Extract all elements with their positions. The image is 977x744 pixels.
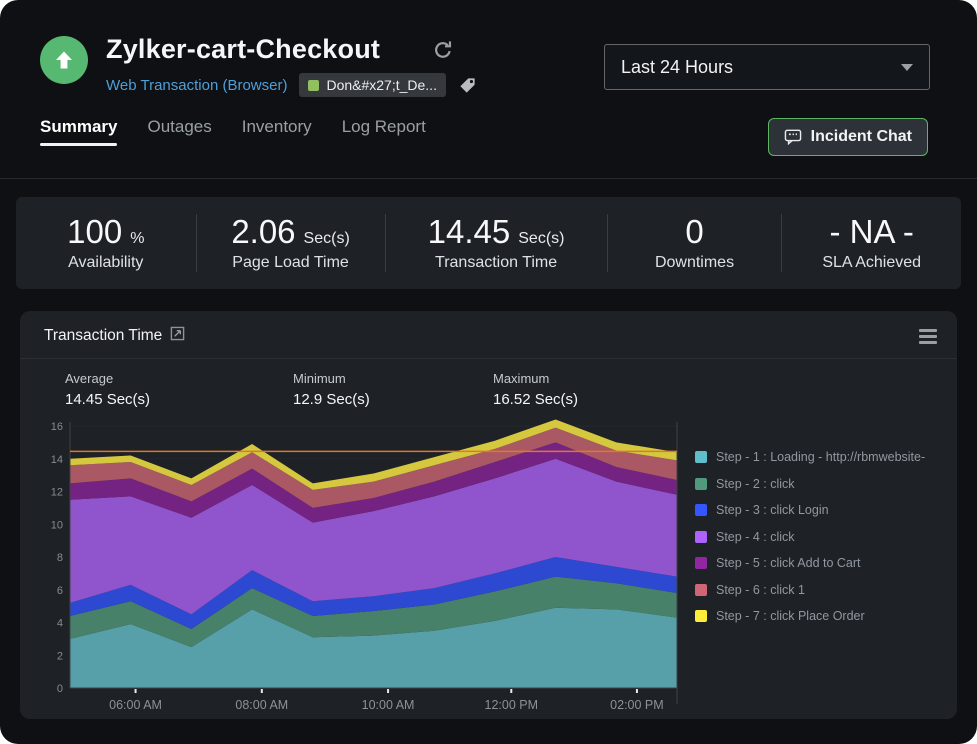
stat-label: Availability — [68, 254, 143, 272]
summary-value: 14.45 Sec(s) — [65, 391, 293, 408]
svg-text:16: 16 — [51, 421, 63, 433]
svg-text:10: 10 — [51, 519, 63, 531]
time-range-value: Last 24 Hours — [621, 57, 901, 78]
tag-icon[interactable] — [458, 76, 477, 95]
chart-legend: Step - 1 : Loading - http://rbmwebsite- S… — [685, 416, 947, 716]
stat-page-load-time: 2.06 Sec(s) Page Load Time — [196, 214, 385, 272]
svg-text:8: 8 — [57, 552, 63, 564]
stat-value: 0 — [685, 215, 703, 248]
incident-chat-label: Incident Chat — [811, 128, 912, 146]
legend-swatch — [695, 557, 707, 569]
chat-icon — [784, 129, 802, 145]
chevron-down-icon — [901, 64, 913, 71]
legend-item-step-4[interactable]: Step - 4 : click — [695, 530, 947, 544]
chart-summary-row: Average 14.45 Sec(s)Minimum 12.9 Sec(s)Max… — [20, 359, 957, 412]
svg-text:08:00 AM: 08:00 AM — [235, 698, 288, 712]
transaction-time-chart: 0 2 4 6 8 10 12 14 16 06:00 AM 08:00 AM 10:00 AM 12:… — [30, 416, 685, 716]
legend-item-step-2[interactable]: Step - 2 : click — [695, 477, 947, 491]
legend-label: Step - 7 : click Place Order — [716, 609, 865, 623]
svg-text:12:00 PM: 12:00 PM — [485, 698, 539, 712]
legend-swatch — [695, 584, 707, 596]
stat-value: 14.45 — [428, 215, 511, 248]
legend-swatch — [695, 504, 707, 516]
legend-item-step-6[interactable]: Step - 6 : click 1 — [695, 583, 947, 597]
chart-summary-maximum: Maximum 16.52 Sec(s) — [493, 371, 578, 408]
summary-label: Minimum — [293, 371, 493, 386]
legend-label: Step - 2 : click — [716, 477, 795, 491]
summary-stats-bar: 100% Availability 2.06 Sec(s) Page Load Time… — [16, 197, 961, 289]
page-title: Zylker-cart-Checkout — [106, 34, 380, 65]
summary-label: Average — [65, 371, 293, 386]
svg-text:4: 4 — [57, 618, 63, 630]
monitor-menu-icon[interactable] — [394, 41, 418, 58]
monitor-type-link[interactable]: Web Transaction (Browser) — [106, 77, 287, 94]
svg-text:14: 14 — [51, 454, 63, 466]
svg-text:2: 2 — [57, 650, 63, 662]
legend-swatch — [695, 531, 707, 543]
svg-text:12: 12 — [51, 487, 63, 499]
tag-chip[interactable]: Don&#x27;t_De... — [299, 73, 446, 97]
stat-label: Page Load Time — [232, 254, 349, 272]
tab-outages[interactable]: Outages — [147, 117, 211, 146]
tag-color-swatch — [308, 80, 319, 91]
tab-inventory[interactable]: Inventory — [242, 117, 312, 146]
stat-value: 2.06 — [231, 215, 295, 248]
legend-label: Step - 5 : click Add to Cart — [716, 556, 861, 570]
refresh-icon[interactable] — [432, 39, 454, 61]
up-arrow-icon — [52, 48, 76, 72]
legend-swatch — [695, 451, 707, 463]
chart-menu-icon[interactable] — [919, 329, 937, 344]
tag-label: Don&#x27;t_De... — [326, 77, 437, 93]
tab-summary[interactable]: Summary — [40, 117, 117, 146]
chart-summary-minimum: Minimum 12.9 Sec(s) — [293, 371, 493, 408]
legend-label: Step - 3 : click Login — [716, 503, 829, 517]
stat-unit: Sec(s) — [304, 230, 350, 248]
chart-title: Transaction Time — [44, 327, 162, 345]
stat-availability: 100% Availability — [16, 214, 196, 272]
legend-label: Step - 4 : click — [716, 530, 795, 544]
stat-sla-achieved: - NA - SLA Achieved — [781, 214, 961, 272]
legend-item-step-7[interactable]: Step - 7 : click Place Order — [695, 609, 947, 623]
stat-label: Transaction Time — [435, 254, 557, 272]
stat-unit: % — [130, 230, 144, 248]
app-window: Zylker-cart-Checkout Web Transaction (Br… — [0, 0, 977, 744]
legend-item-step-1[interactable]: Step - 1 : Loading - http://rbmwebsite- — [695, 450, 947, 464]
svg-text:6: 6 — [57, 585, 63, 597]
monitor-header: Zylker-cart-Checkout Web Transaction (Br… — [0, 0, 977, 179]
svg-text:10:00 AM: 10:00 AM — [362, 698, 415, 712]
incident-chat-button[interactable]: Incident Chat — [768, 118, 928, 156]
legend-swatch — [695, 478, 707, 490]
tab-log-report[interactable]: Log Report — [342, 117, 426, 146]
stat-value: 100 — [67, 215, 122, 248]
time-range-select[interactable]: Last 24 Hours — [604, 44, 930, 90]
stat-value: - NA - — [830, 215, 914, 248]
legend-item-step-5[interactable]: Step - 5 : click Add to Cart — [695, 556, 947, 570]
svg-text:06:00 AM: 06:00 AM — [109, 698, 162, 712]
stat-unit: Sec(s) — [518, 230, 564, 248]
stat-label: SLA Achieved — [822, 254, 921, 272]
stat-transaction-time: 14.45 Sec(s) Transaction Time — [385, 214, 607, 272]
chart-summary-average: Average 14.45 Sec(s) — [65, 371, 293, 408]
stat-downtimes: 0 Downtimes — [607, 214, 782, 272]
legend-item-step-3[interactable]: Step - 3 : click Login — [695, 503, 947, 517]
expand-chart-icon[interactable] — [170, 326, 185, 346]
transaction-time-card: Transaction Time Average 14.45 Sec(s)Mini… — [20, 311, 957, 719]
svg-text:02:00 PM: 02:00 PM — [610, 698, 664, 712]
legend-swatch — [695, 610, 707, 622]
monitor-status-up-icon — [40, 36, 88, 84]
legend-label: Step - 6 : click 1 — [716, 583, 805, 597]
summary-value: 16.52 Sec(s) — [493, 391, 578, 408]
legend-label: Step - 1 : Loading - http://rbmwebsite- — [716, 450, 925, 464]
stat-label: Downtimes — [655, 254, 734, 272]
summary-label: Maximum — [493, 371, 578, 386]
summary-value: 12.9 Sec(s) — [293, 391, 493, 408]
svg-text:0: 0 — [57, 683, 63, 695]
